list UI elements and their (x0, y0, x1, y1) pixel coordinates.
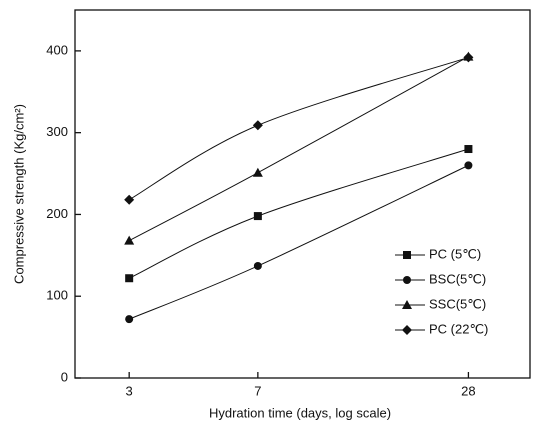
legend-label: BSC(5℃) (429, 271, 486, 286)
legend-label: PC (5℃) (429, 246, 481, 261)
y-tick-label: 400 (46, 42, 68, 57)
marker (464, 145, 473, 154)
marker (124, 235, 135, 245)
legend-marker (402, 325, 412, 335)
plot-frame (74, 9, 531, 379)
legend-label: SSC(5℃) (429, 296, 486, 311)
series-line (128, 164, 469, 320)
y-tick-label: 300 (46, 124, 68, 139)
series-line (128, 56, 469, 201)
x-tick-label: 28 (461, 383, 475, 398)
marker (252, 120, 263, 131)
series-line (128, 148, 469, 279)
marker (464, 161, 473, 170)
marker (125, 274, 134, 283)
marker (253, 212, 262, 221)
legend-label: PC (22℃) (429, 321, 488, 336)
legend-marker (403, 276, 411, 284)
y-tick-label: 0 (61, 369, 68, 384)
series-line (128, 56, 469, 242)
x-axis-label: Hydration time (days, log scale) (209, 405, 391, 420)
legend-marker (402, 300, 412, 309)
y-tick-label: 100 (46, 288, 68, 303)
marker (252, 167, 263, 177)
marker (124, 194, 135, 205)
marker (463, 52, 474, 63)
marker (253, 261, 262, 270)
marker (125, 315, 134, 324)
y-axis-label: Compressive strength (Kg/cm²) (11, 104, 26, 284)
x-tick-label: 7 (254, 383, 261, 398)
y-tick-label: 200 (46, 206, 68, 221)
legend-marker (403, 251, 411, 259)
x-tick-label: 3 (126, 383, 133, 398)
